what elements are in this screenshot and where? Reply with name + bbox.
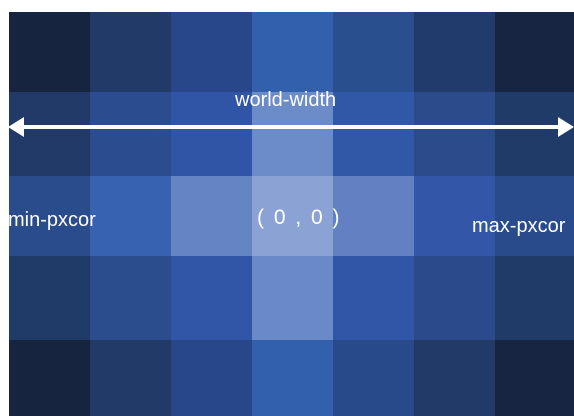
patch-r3-c1	[90, 256, 171, 340]
patch-r4-c5	[414, 340, 495, 416]
origin-label: ( 0 , 0 )	[257, 206, 342, 229]
patch-r3-c3	[252, 256, 333, 340]
patch-r1-c1	[90, 92, 171, 176]
world-width-label: world-width	[235, 89, 337, 111]
patch-r3-c0	[9, 256, 90, 340]
patch-r3-c4	[333, 256, 414, 340]
patch-r4-c0	[9, 340, 90, 416]
patch-grid	[9, 12, 574, 416]
patch-r4-c4	[333, 340, 414, 416]
patch-r0-c2	[171, 12, 252, 92]
patch-r2-c6	[495, 176, 574, 256]
right-arrowhead	[558, 117, 574, 137]
patch-r2-c0	[9, 176, 90, 256]
patch-r3-c2	[171, 256, 252, 340]
patch-r1-c4	[333, 92, 414, 176]
left-arrowhead	[8, 117, 24, 137]
patch-r4-c2	[171, 340, 252, 416]
min-pxcor-label: min-pxcor	[8, 209, 96, 231]
patch-r1-c3	[252, 92, 333, 176]
patch-r0-c4	[333, 12, 414, 92]
patch-r2-c3	[252, 176, 333, 256]
patch-r0-c1	[90, 12, 171, 92]
patch-r1-c2	[171, 92, 252, 176]
patch-r0-c6	[495, 12, 574, 92]
patch-r4-c3	[252, 340, 333, 416]
patch-r1-c5	[414, 92, 495, 176]
world-view	[9, 12, 574, 416]
patch-r4-c1	[90, 340, 171, 416]
patch-r2-c5	[414, 176, 495, 256]
patch-r0-c0	[9, 12, 90, 92]
patch-r3-c6	[495, 256, 574, 340]
patch-r0-c5	[414, 12, 495, 92]
max-pxcor-label: max-pxcor	[472, 215, 566, 237]
patch-r0-c3	[252, 12, 333, 92]
patch-r2-c2	[171, 176, 252, 256]
patch-r2-c4	[333, 176, 414, 256]
patch-r3-c5	[414, 256, 495, 340]
patch-r4-c6	[495, 340, 574, 416]
patch-r2-c1	[90, 176, 171, 256]
